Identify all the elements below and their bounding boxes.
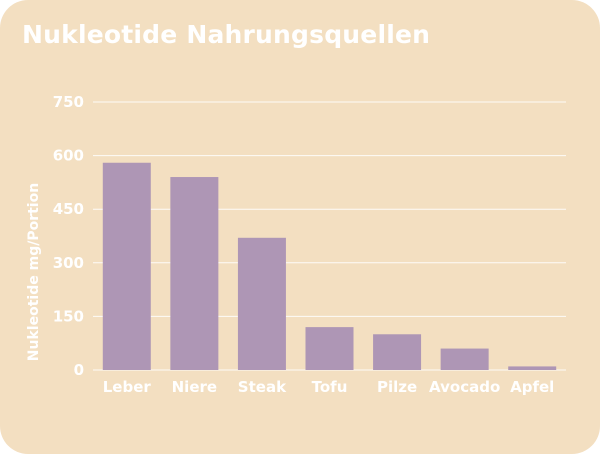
bars [102, 162, 557, 370]
y-tick-label: 300 [53, 254, 84, 272]
y-tick-label: 600 [53, 147, 84, 165]
y-tick-label: 0 [74, 361, 84, 379]
bar-niere [170, 177, 219, 370]
y-axis-label: Nukleotide mg/Portion [26, 183, 42, 361]
y-tick-labels: 0 150 300 450 600 750 [53, 93, 84, 379]
bar-leber [102, 162, 151, 370]
bar-avocado [440, 348, 489, 370]
x-tick-label: Apfel [510, 378, 554, 396]
y-tick-label: 150 [53, 307, 84, 325]
x-tick-label: Pilze [377, 378, 417, 396]
x-tick-label: Tofu [312, 378, 348, 396]
y-tick-label: 750 [53, 93, 84, 111]
x-tick-label: Leber [103, 378, 152, 396]
x-tick-labels: Leber Niere Steak Tofu Pilze Avocado Apfel [103, 378, 555, 396]
x-tick-label: Steak [238, 378, 287, 396]
bar-pilze [373, 334, 422, 370]
chart-title: Nukleotide Nahrungsquellen [22, 20, 431, 49]
bar-tofu [305, 327, 354, 370]
bar-apfel [508, 366, 557, 370]
y-tick-label: 450 [53, 200, 84, 218]
x-tick-label: Avocado [429, 378, 500, 396]
x-tick-label: Niere [172, 378, 217, 396]
bar-steak [237, 237, 286, 370]
